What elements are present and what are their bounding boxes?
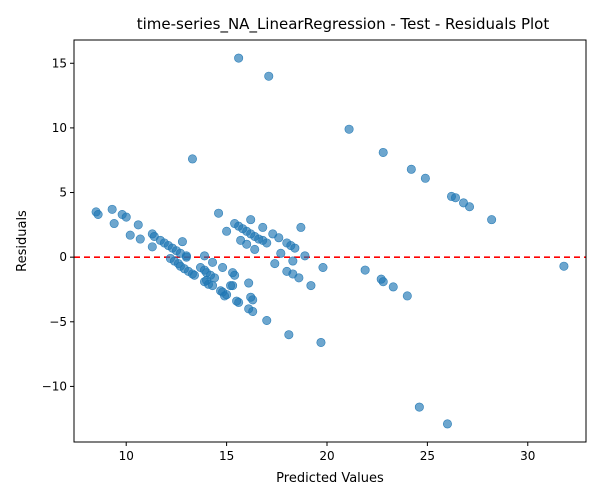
scatter-point bbox=[220, 291, 230, 301]
x-tick-label: 20 bbox=[319, 449, 334, 463]
y-tick-label: −10 bbox=[42, 379, 67, 393]
scatter-point bbox=[107, 204, 117, 214]
x-tick-label: 15 bbox=[219, 449, 234, 463]
scatter-point bbox=[147, 242, 157, 252]
scatter-point bbox=[214, 208, 224, 218]
x-tick-label: 10 bbox=[119, 449, 134, 463]
scatter-point bbox=[135, 234, 145, 244]
scatter-point bbox=[402, 291, 412, 301]
scatter-point bbox=[318, 262, 328, 272]
scatter-point bbox=[296, 222, 306, 232]
scatter-point bbox=[378, 147, 388, 157]
scatter-point bbox=[442, 419, 452, 429]
scatter-point bbox=[177, 237, 187, 247]
scatter-point bbox=[234, 53, 244, 63]
scatter-point bbox=[378, 277, 388, 287]
scatter-point bbox=[465, 202, 475, 212]
scatter-point bbox=[306, 281, 316, 291]
scatter-point bbox=[133, 220, 143, 230]
scatter-point bbox=[360, 265, 370, 275]
y-tick-label: 10 bbox=[52, 121, 67, 135]
scatter-point bbox=[121, 212, 131, 222]
scatter-point bbox=[232, 296, 242, 306]
scatter-point bbox=[109, 219, 119, 229]
x-axis-label: Predicted Values bbox=[276, 471, 384, 486]
scatter-point bbox=[262, 238, 272, 248]
scatter-point bbox=[274, 233, 284, 243]
scatter-point bbox=[258, 222, 268, 232]
scatter-point bbox=[250, 244, 260, 254]
scatter-point bbox=[202, 275, 212, 285]
scatter-point bbox=[406, 164, 416, 174]
scatter-point bbox=[210, 273, 220, 283]
scatter-point bbox=[244, 278, 254, 288]
scatter-point bbox=[248, 306, 258, 316]
x-axis-ticks: 10 15 20 25 30 bbox=[119, 442, 535, 463]
scatter-points bbox=[91, 53, 569, 429]
y-tick-label: 15 bbox=[52, 56, 67, 70]
scatter-point bbox=[187, 154, 197, 164]
y-axis-label: Residuals bbox=[15, 210, 30, 272]
scatter-point bbox=[288, 256, 298, 266]
scatter-point bbox=[316, 337, 326, 347]
scatter-point bbox=[420, 173, 430, 183]
scatter-point bbox=[181, 252, 191, 262]
scatter-point bbox=[246, 292, 256, 302]
scatter-point bbox=[208, 257, 218, 267]
x-tick-label: 25 bbox=[420, 449, 435, 463]
scatter-point bbox=[218, 262, 228, 272]
scatter-point bbox=[262, 315, 272, 325]
scatter-point bbox=[344, 124, 354, 134]
scatter-point bbox=[276, 248, 286, 258]
scatter-point bbox=[208, 281, 218, 291]
plot-area-frame bbox=[73, 39, 587, 443]
scatter-point bbox=[242, 239, 252, 249]
scatter-point bbox=[450, 193, 460, 203]
scatter-point bbox=[189, 270, 199, 280]
scatter-point bbox=[125, 230, 135, 240]
scatter-point bbox=[246, 215, 256, 225]
scatter-point bbox=[264, 71, 274, 81]
scatter-point bbox=[487, 215, 497, 225]
scatter-point bbox=[93, 210, 103, 220]
scatter-point bbox=[414, 402, 424, 412]
scatter-point bbox=[270, 259, 280, 269]
y-tick-label: 5 bbox=[59, 186, 67, 200]
scatter-point bbox=[300, 251, 310, 261]
scatter-point bbox=[388, 282, 398, 292]
scatter-point bbox=[284, 330, 294, 340]
y-axis-ticks: −10 −5 0 5 10 15 bbox=[42, 56, 74, 393]
x-tick-label: 30 bbox=[520, 449, 535, 463]
scatter-point bbox=[222, 226, 232, 236]
scatter-point bbox=[200, 251, 210, 261]
scatter-point bbox=[294, 273, 304, 283]
y-tick-label: −5 bbox=[49, 315, 67, 329]
y-tick-label: 0 bbox=[59, 250, 67, 264]
scatter-point bbox=[230, 270, 240, 280]
scatter-point bbox=[559, 261, 569, 271]
chart-title: time-series_NA_LinearRegression - Test -… bbox=[137, 15, 550, 34]
scatter-point bbox=[228, 281, 238, 291]
scatter-point bbox=[290, 243, 300, 253]
